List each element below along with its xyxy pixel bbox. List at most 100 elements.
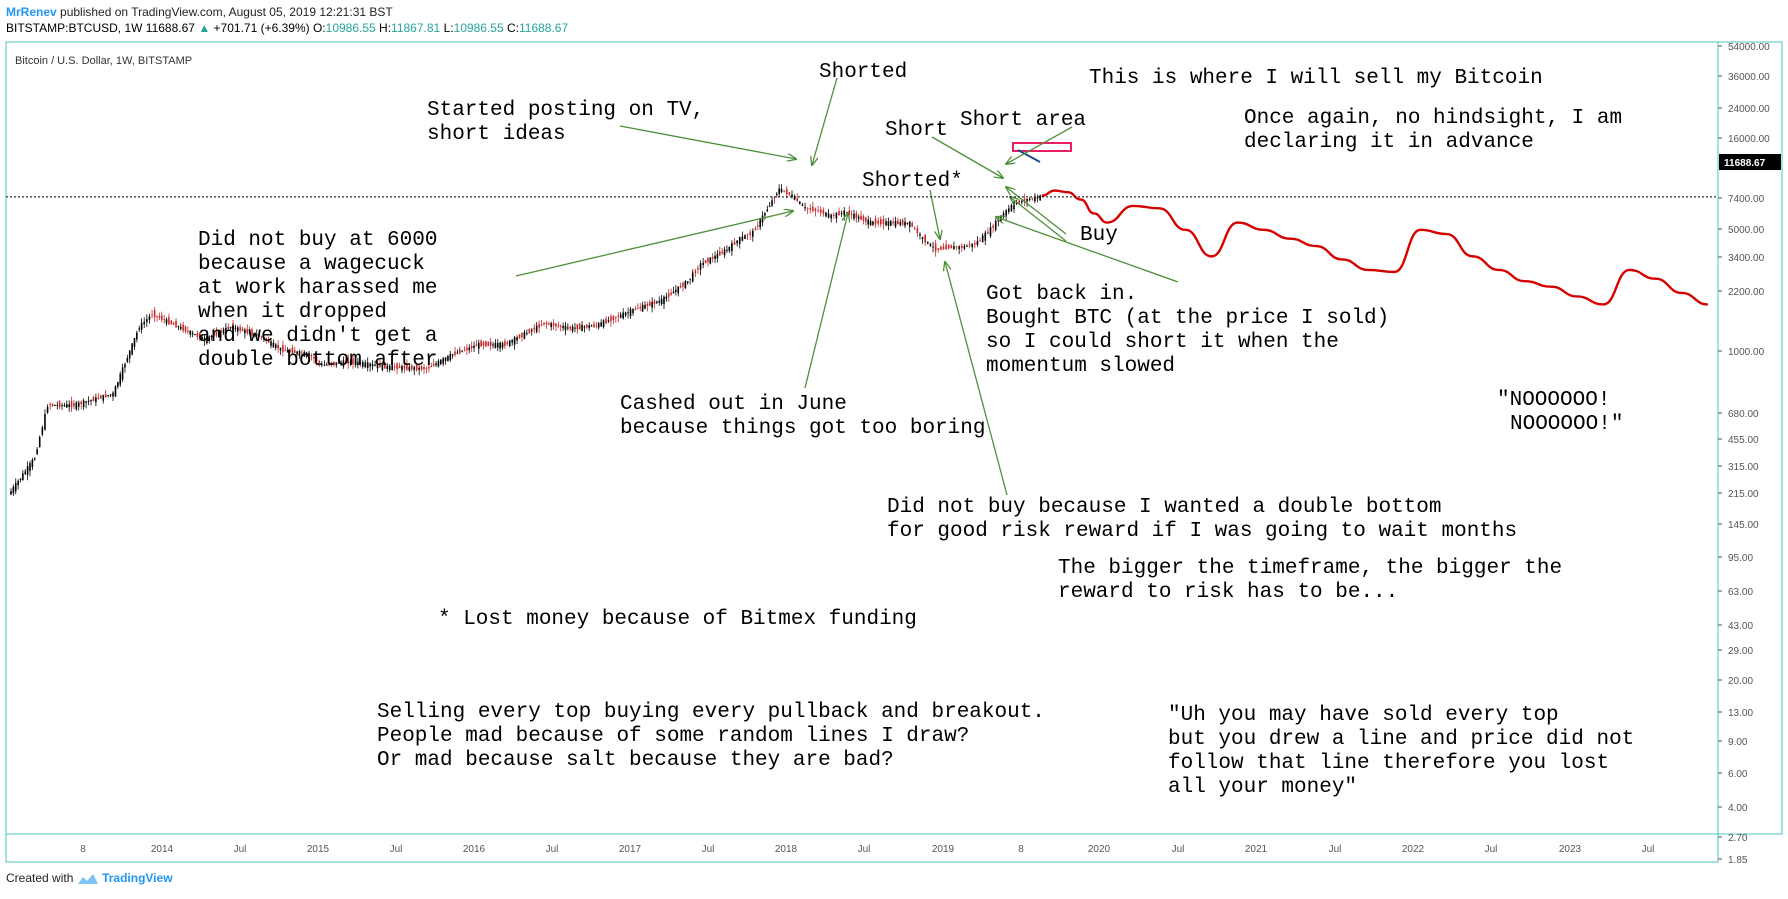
candle-body bbox=[538, 323, 540, 328]
annotation-double-bottom-after[interactable]: double bottom after bbox=[198, 349, 437, 372]
annotation-sell-here[interactable]: This is where I will sell my Bitcoin bbox=[1089, 67, 1543, 90]
annotation-arrow[interactable] bbox=[515, 211, 793, 277]
author-name[interactable]: MrRenev bbox=[6, 5, 57, 19]
candle-body bbox=[14, 482, 17, 492]
annotation-arrow[interactable] bbox=[996, 217, 1179, 283]
annotation-started-posting[interactable]: Started posting on TV, bbox=[427, 99, 704, 122]
candle-body bbox=[552, 322, 555, 326]
annotation-declaring[interactable]: declaring it in advance bbox=[1244, 131, 1534, 154]
candle-body bbox=[578, 323, 581, 330]
short-trend-line[interactable] bbox=[1017, 149, 1041, 163]
annotation-buy[interactable]: Buy bbox=[1080, 224, 1118, 247]
candle-body bbox=[425, 368, 428, 370]
annotation-arrow[interactable] bbox=[1010, 197, 1067, 242]
annotation-too-boring[interactable]: because things got too boring bbox=[620, 417, 985, 440]
annotation-arrow[interactable] bbox=[812, 77, 838, 165]
annotation-noooo-2[interactable]: NOOOOOO!" bbox=[1510, 413, 1623, 436]
candle-body bbox=[557, 325, 560, 327]
candle-body bbox=[984, 232, 987, 241]
chart-title: Bitcoin / U.S. Dollar, 1W, BITSTAMP bbox=[15, 55, 192, 67]
candle-body bbox=[451, 354, 454, 356]
annotation-reward-to-risk[interactable]: reward to risk has to be... bbox=[1058, 581, 1398, 604]
annotation-mad-salt[interactable]: Or mad because salt because they are bad… bbox=[377, 749, 894, 772]
candle-body bbox=[788, 192, 791, 195]
candle-body bbox=[485, 341, 487, 347]
candle-body bbox=[773, 197, 776, 199]
candle-body bbox=[305, 352, 308, 357]
annotation-wanted-double-bottom[interactable]: Did not buy because I wanted a double bo… bbox=[887, 496, 1442, 519]
candle-body bbox=[241, 328, 244, 331]
annotation-bigger-timeframe[interactable]: The bigger the timeframe, the bigger the bbox=[1058, 557, 1562, 580]
annotation-people-mad[interactable]: People mad because of some random lines … bbox=[377, 725, 969, 748]
price-change: +701.71 (+6.39%) bbox=[213, 21, 310, 35]
candle-body bbox=[981, 235, 984, 243]
annotation-no-double-bottom[interactable]: and we didn't get a bbox=[198, 325, 437, 348]
x-tick-label: Jul bbox=[546, 844, 559, 855]
annotation-arrow[interactable] bbox=[804, 213, 848, 389]
candle-body bbox=[260, 336, 263, 338]
annotation-shorted-star[interactable]: Shorted* bbox=[862, 170, 963, 193]
annotation-lost-money[interactable]: follow that line therefore you lost bbox=[1168, 752, 1609, 775]
candle-body bbox=[889, 221, 892, 226]
candle-body bbox=[90, 400, 92, 402]
close-label: C: bbox=[506, 21, 519, 35]
candle-body bbox=[301, 352, 303, 354]
candle-body bbox=[819, 209, 822, 213]
candle-body bbox=[530, 329, 533, 332]
candle-body bbox=[335, 362, 338, 366]
y-tick-label: 315.00 bbox=[1728, 462, 1759, 473]
candle-body bbox=[143, 321, 146, 325]
candle-body bbox=[170, 320, 173, 325]
candle-body bbox=[562, 326, 564, 329]
candle-body bbox=[102, 394, 105, 401]
candle-body bbox=[463, 349, 466, 351]
annotation-short-it[interactable]: so I could short it when the bbox=[986, 331, 1339, 354]
annotation-arrow[interactable] bbox=[619, 125, 796, 159]
annotation-momentum-slowed[interactable]: momentum slowed bbox=[986, 355, 1175, 378]
tradingview-link[interactable]: TradingView bbox=[102, 871, 173, 885]
annotation-got-back-in[interactable]: Got back in. bbox=[986, 283, 1137, 306]
annotation-risk-reward[interactable]: for good risk reward if I was going to w… bbox=[887, 520, 1517, 543]
annotation-dropped[interactable]: when it dropped bbox=[198, 301, 387, 324]
candle-body bbox=[310, 355, 313, 357]
annotation-harassed[interactable]: at work harassed me bbox=[198, 277, 437, 300]
annotation-bought-btc[interactable]: Bought BTC (at the price I sold) bbox=[986, 307, 1389, 330]
annotation-short[interactable]: Short bbox=[885, 119, 948, 142]
annotation-short-ideas[interactable]: short ideas bbox=[427, 123, 566, 146]
annotation-did-not-buy[interactable]: Did not buy at 6000 bbox=[198, 229, 437, 252]
annotation-noooo-1[interactable]: "NOOOOOO! bbox=[1497, 389, 1610, 412]
y-tick-label: 36000.00 bbox=[1728, 72, 1770, 83]
candle-body bbox=[793, 196, 796, 200]
annotation-all-money[interactable]: all your money" bbox=[1168, 776, 1357, 799]
annotation-drew-line[interactable]: but you drew a line and price did not bbox=[1168, 728, 1634, 751]
annotation-arrow[interactable] bbox=[1006, 187, 1067, 235]
candle-body bbox=[564, 325, 567, 331]
candle-body bbox=[927, 241, 929, 244]
candle-body bbox=[246, 329, 249, 333]
candle-body bbox=[629, 309, 632, 317]
annotation-arrow[interactable] bbox=[945, 262, 1008, 496]
annotation-arrow[interactable] bbox=[929, 189, 940, 239]
annotation-shorted[interactable]: Shorted bbox=[819, 61, 907, 84]
annotation-uh-sold-top[interactable]: "Uh you may have sold every top bbox=[1168, 704, 1559, 727]
candle-body bbox=[711, 256, 714, 259]
annotation-cashed-out[interactable]: Cashed out in June bbox=[620, 393, 847, 416]
short-area-box[interactable] bbox=[1012, 142, 1072, 152]
annotation-short-area[interactable]: Short area bbox=[960, 109, 1086, 132]
annotation-no-hindsight[interactable]: Once again, no hindsight, I am bbox=[1244, 107, 1622, 130]
candle-body bbox=[73, 403, 75, 407]
candle-body bbox=[239, 327, 241, 331]
annotation-selling-every-top[interactable]: Selling every top buying every pullback … bbox=[377, 701, 1045, 724]
candle-body bbox=[588, 325, 591, 329]
annotation-arrow[interactable] bbox=[931, 136, 1003, 178]
candle-body bbox=[248, 328, 251, 335]
annotation-arrow[interactable] bbox=[1006, 126, 1073, 164]
candle-body bbox=[766, 209, 769, 212]
projection-line[interactable] bbox=[1041, 189, 1708, 306]
candle-body bbox=[679, 285, 682, 288]
candle-body bbox=[723, 249, 726, 256]
annotation-wagecuck[interactable]: because a wagecuck bbox=[198, 253, 425, 276]
x-tick-label: 2021 bbox=[1245, 844, 1268, 855]
annotation-bitmex-funding[interactable]: * Lost money because of Bitmex funding bbox=[438, 608, 917, 631]
